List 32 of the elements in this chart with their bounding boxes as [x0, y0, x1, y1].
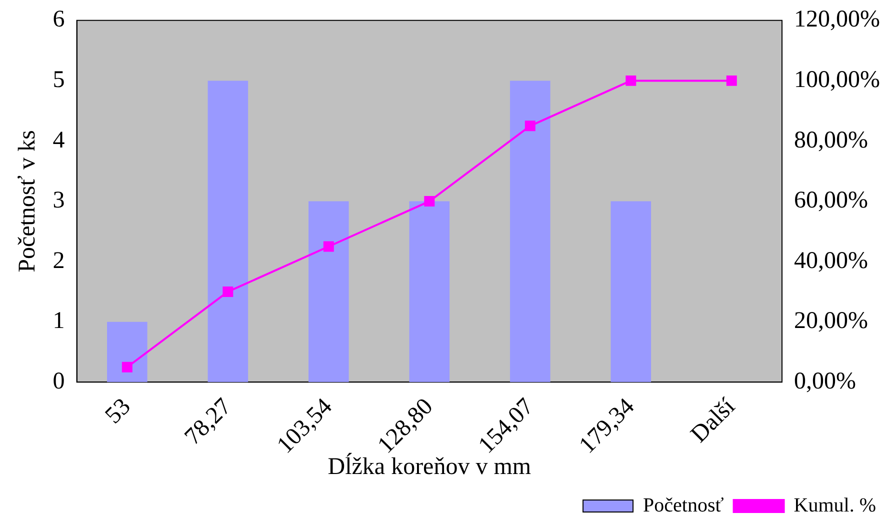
y2-tick-label: 120,00% — [794, 6, 880, 33]
y-tick-label: 5 — [52, 66, 65, 93]
x-tick-label: 53 — [100, 394, 136, 430]
y2-tick-label: 80,00% — [794, 127, 868, 154]
bar — [409, 201, 450, 382]
point — [222, 286, 234, 297]
legend-label: Kumul. % — [794, 494, 876, 516]
point — [323, 241, 334, 252]
point — [524, 120, 536, 132]
y2-tick-label: 100,00% — [794, 66, 880, 93]
y-tick-label: 4 — [52, 127, 65, 154]
y2-tick-label: 40,00% — [794, 248, 868, 274]
legend-label: Početnosť — [643, 494, 724, 516]
point — [424, 196, 435, 207]
point — [626, 75, 636, 86]
bar — [308, 201, 349, 382]
point — [726, 75, 737, 86]
y2-tick-label: 0,00% — [794, 368, 856, 394]
y-tick-label: 1 — [52, 308, 65, 334]
y-tick-label: 0 — [52, 368, 65, 394]
bar — [510, 80, 550, 382]
y2-tick-label: 60,00% — [794, 188, 868, 214]
y2-tick-label: 20,00% — [794, 308, 868, 334]
y-tick-label: 3 — [52, 188, 65, 214]
bar — [610, 201, 652, 382]
y-axis-title: Početnosť v ks — [14, 130, 41, 272]
point — [122, 362, 132, 372]
y-tick-label: 6 — [52, 6, 65, 33]
bar — [107, 322, 148, 382]
y-tick-label: 2 — [52, 248, 65, 274]
bar — [208, 80, 248, 382]
x-axis-title: Dĺžka koreňov v mm — [328, 452, 532, 480]
